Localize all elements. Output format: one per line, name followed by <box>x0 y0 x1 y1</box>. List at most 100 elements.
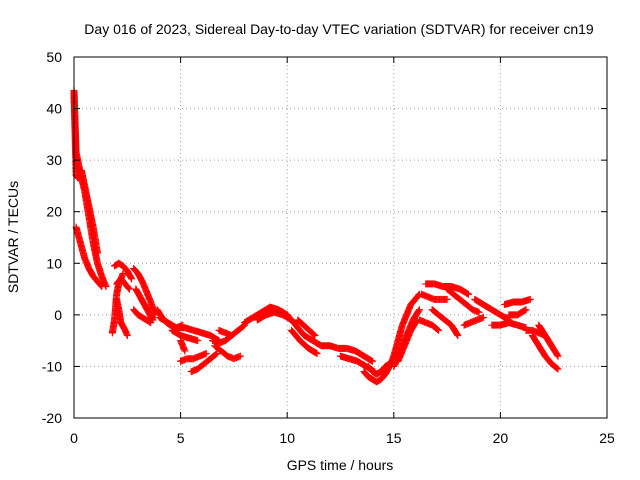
y-tick-label: 20 <box>46 204 62 220</box>
series-s33 <box>422 280 472 298</box>
series-s22 <box>283 311 334 350</box>
data-point <box>381 360 392 370</box>
data-point <box>72 223 84 245</box>
x-tick-label: 20 <box>493 430 509 446</box>
series-s25 <box>326 342 376 365</box>
data-point <box>464 290 472 298</box>
x-axis-title: GPS time / hours <box>287 457 394 473</box>
data-point <box>400 328 414 350</box>
data-point <box>236 352 244 360</box>
data-point <box>409 307 423 324</box>
data-point <box>132 285 143 300</box>
data-point <box>386 360 394 368</box>
y-tick-label: 30 <box>46 152 62 168</box>
series-s23 <box>287 326 321 358</box>
series-s3 <box>72 223 106 290</box>
data-point <box>548 360 561 372</box>
series-s39 <box>488 319 530 332</box>
data-point <box>117 319 129 333</box>
data-point <box>202 350 210 358</box>
series-s8 <box>130 264 159 319</box>
data-point <box>415 306 423 314</box>
data-point <box>428 321 442 333</box>
series-s6 <box>113 295 131 339</box>
series-s32 <box>418 290 451 303</box>
series-s24 <box>294 316 319 339</box>
series-s34 <box>428 306 462 339</box>
series-s15 <box>187 350 221 376</box>
data-point <box>125 285 133 293</box>
data-point <box>373 376 384 386</box>
data-point <box>441 316 454 328</box>
data-point <box>351 347 367 359</box>
data-point <box>300 331 316 344</box>
data-point <box>115 259 126 269</box>
data-point <box>128 275 136 283</box>
data-point <box>147 319 155 327</box>
data-point <box>435 326 443 334</box>
data-point <box>117 275 128 287</box>
series-s35 <box>443 285 483 316</box>
data-point <box>151 311 159 319</box>
data-point <box>119 262 130 274</box>
data-point <box>138 313 149 323</box>
series-s29 <box>390 290 423 360</box>
data-point <box>211 342 224 354</box>
data-point <box>513 306 529 319</box>
data-point <box>394 343 408 365</box>
data-point <box>454 331 462 339</box>
data-point <box>287 326 303 344</box>
data-point <box>123 331 131 339</box>
data-point <box>134 270 146 284</box>
data-point <box>98 282 106 290</box>
data-point <box>102 282 110 290</box>
x-tick-label: 10 <box>279 430 295 446</box>
data-point <box>313 350 321 358</box>
data-point <box>200 356 213 368</box>
data-point <box>149 316 157 324</box>
data-point <box>76 239 88 261</box>
data-point <box>217 347 230 359</box>
data-point <box>241 314 256 327</box>
data-point <box>147 298 159 318</box>
data-point <box>130 264 141 277</box>
series-s44 <box>535 321 556 350</box>
data-point <box>140 301 152 315</box>
series-s41 <box>505 306 530 319</box>
axis-ticks: 0 5 10 15 20 25 -20 -10 0 10 20 30 40 50 <box>42 49 615 446</box>
data-point <box>488 306 503 318</box>
data-point <box>475 308 483 316</box>
data-point <box>462 301 476 313</box>
data-point <box>407 296 418 309</box>
series-s13 <box>168 326 202 345</box>
data-point <box>283 311 299 328</box>
data-point <box>411 291 423 303</box>
data-point <box>130 306 141 318</box>
data-point <box>302 324 318 339</box>
x-tick-label: 15 <box>386 430 402 446</box>
data-point <box>354 357 369 370</box>
data-series <box>70 87 562 386</box>
series-s16 <box>177 337 189 355</box>
data-point <box>119 270 127 278</box>
data-point <box>368 357 376 365</box>
y-tick-label: 50 <box>46 49 62 65</box>
data-point <box>194 337 202 345</box>
series-s19 <box>215 326 236 339</box>
data-point <box>292 321 307 338</box>
x-tick-label: 0 <box>70 430 78 446</box>
data-point <box>145 308 156 323</box>
data-point <box>93 259 105 279</box>
data-point <box>213 350 221 358</box>
data-point <box>377 363 388 376</box>
data-point <box>234 322 247 334</box>
data-point <box>443 285 456 297</box>
data-point <box>548 342 556 350</box>
plot-frame <box>73 56 608 419</box>
data-point <box>390 338 402 360</box>
series-s18 <box>211 342 244 363</box>
data-point <box>194 361 207 373</box>
series-s40 <box>501 295 534 309</box>
chart-title: Day 016 of 2023, Sidereal Day-to-day VTE… <box>84 21 594 37</box>
